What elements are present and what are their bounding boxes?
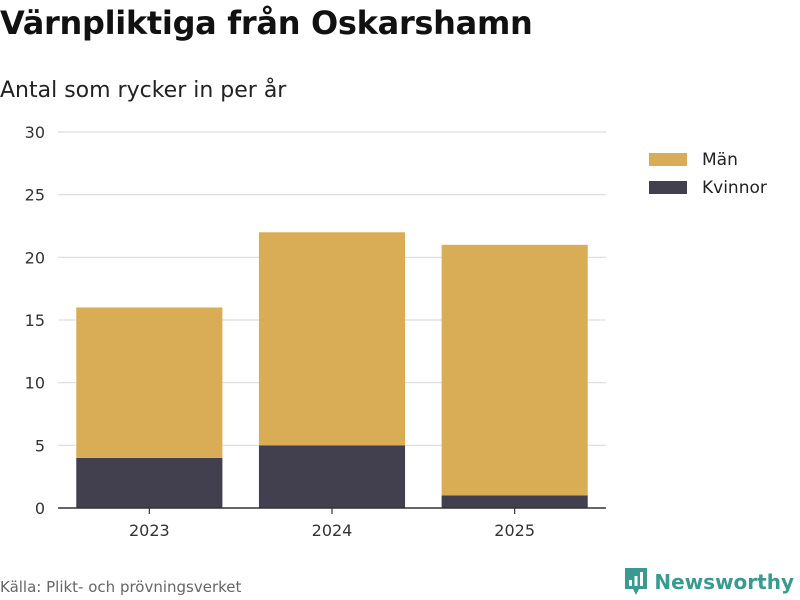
newsworthy-logo: Newsworthy [624, 567, 794, 597]
bar-män-2025 [441, 244, 588, 496]
x-tick-label: 2025 [494, 521, 535, 540]
y-tick-label: 15 [25, 311, 45, 330]
source-note: Källa: Plikt- och prövningsverket [0, 578, 242, 596]
bar-kvinnor-2025 [441, 495, 588, 508]
legend-swatch-män [649, 153, 687, 166]
chart-title: Värnpliktiga från Oskarshamn [0, 4, 533, 42]
legend-label-kvinnor: Kvinnor [702, 178, 767, 198]
bar-män-2023 [76, 307, 223, 458]
y-tick-label: 25 [25, 186, 45, 205]
x-tick-label: 2024 [312, 521, 353, 540]
y-tick-label: 20 [25, 248, 45, 267]
legend-swatch-kvinnor [649, 181, 687, 194]
legend: Män Kvinnor [649, 150, 767, 198]
bar-män-2024 [258, 232, 406, 446]
y-tick-label: 10 [25, 374, 45, 393]
y-tick-label: 5 [35, 436, 45, 455]
legend-label-män: Män [702, 150, 738, 170]
bar-kvinnor-2024 [258, 445, 406, 508]
bar-kvinnor-2023 [76, 457, 223, 508]
newsworthy-logo-icon [625, 568, 648, 595]
x-axis: 2023 2024 2025 [58, 507, 606, 540]
x-tick-label: 2023 [129, 521, 170, 540]
brand-name: Newsworthy [654, 570, 794, 594]
chart-subtitle: Antal som rycker in per år [0, 78, 287, 103]
y-tick-label: 30 [25, 123, 45, 142]
bars [76, 232, 588, 508]
y-tick-label: 0 [35, 499, 45, 518]
y-axis-ticks: 0 5 10 15 20 25 30 [25, 123, 45, 518]
